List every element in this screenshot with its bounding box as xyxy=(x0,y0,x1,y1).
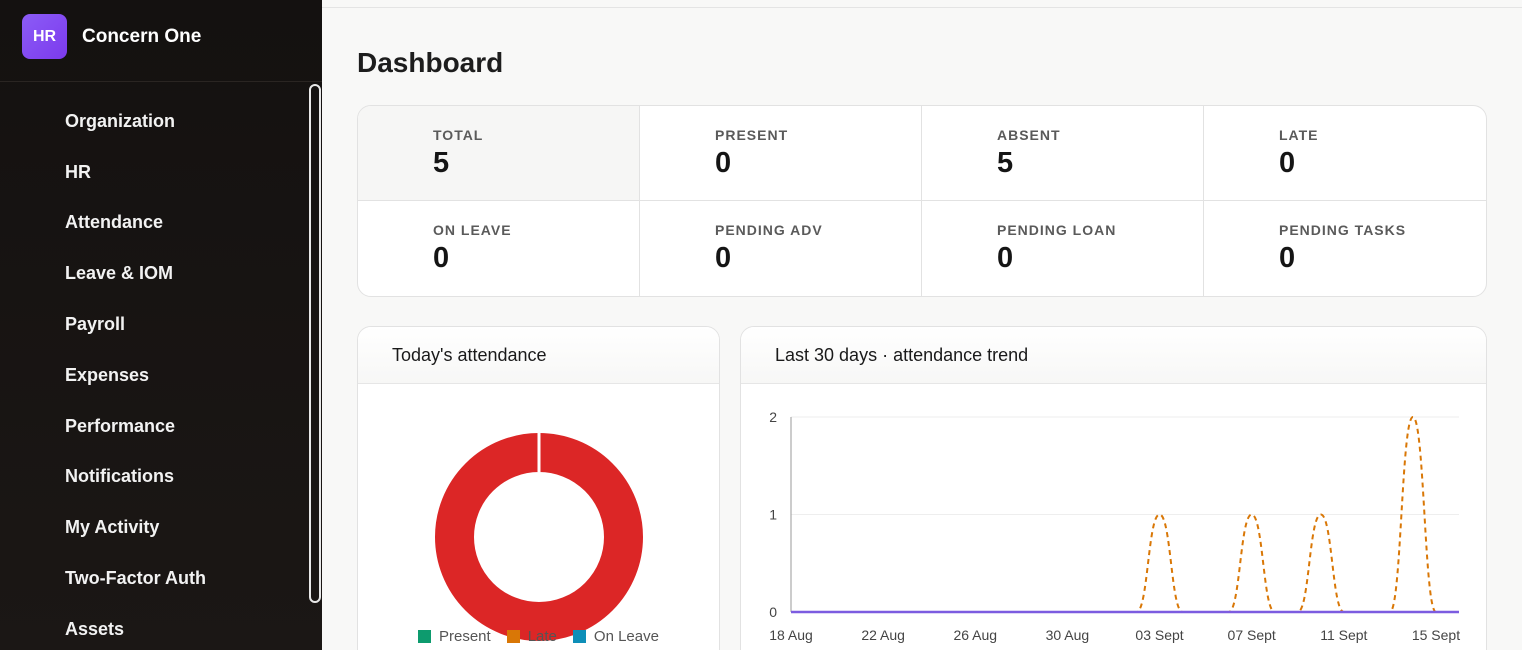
stat-label: TOTAL xyxy=(433,127,484,143)
sidebar-item-performance[interactable]: Performance xyxy=(65,415,176,436)
stat-value: 0 xyxy=(997,242,1014,274)
stat-label: PRESENT xyxy=(715,127,789,143)
brand-logo: HR xyxy=(22,14,67,59)
stat-value: 0 xyxy=(1279,147,1296,179)
legend-item-present[interactable]: Present xyxy=(418,628,491,645)
stat-label: PENDING ADV xyxy=(715,222,823,238)
sidebar-item-assets[interactable]: Assets xyxy=(65,618,125,639)
legend-swatch xyxy=(506,630,520,643)
legend-item-late[interactable]: Late xyxy=(506,628,557,645)
x-tick-label: 30 Aug xyxy=(1046,627,1090,643)
brand[interactable]: HR Concern One xyxy=(0,0,322,82)
top-divider xyxy=(322,7,1522,8)
sidebar-item-attendance[interactable]: Attendance xyxy=(65,212,164,233)
x-tick-label: 18 Aug xyxy=(769,627,813,643)
stat-total[interactable]: TOTAL 5 xyxy=(358,106,640,201)
stat-absent[interactable]: ABSENT 5 xyxy=(922,106,1204,201)
y-tick-label: 2 xyxy=(769,409,777,425)
stat-value: 5 xyxy=(997,147,1014,179)
sidebar: HR Concern One Organization HR Attendanc… xyxy=(0,0,322,650)
sidebar-item-payroll[interactable]: Payroll xyxy=(65,314,126,335)
stat-label: ON LEAVE xyxy=(433,222,512,238)
stat-label: PENDING LOAN xyxy=(997,222,1117,238)
legend-swatch xyxy=(418,630,431,643)
stat-on-leave[interactable]: ON LEAVE 0 xyxy=(358,201,640,296)
stat-late[interactable]: LATE 0 xyxy=(1204,106,1486,201)
stat-value: 5 xyxy=(433,147,450,179)
attendance-trend-chart: 0 1 2 18 Aug 22 Aug 26 Aug 30 Aug 03 Sept 07 Sep… xyxy=(769,409,1460,643)
stat-label: ABSENT xyxy=(997,127,1061,143)
legend-item-on-leave[interactable]: On Leave xyxy=(572,628,659,645)
stat-label: LATE xyxy=(1279,127,1319,143)
page-title: Dashboard xyxy=(357,47,504,78)
card-title: Today's attendance xyxy=(358,327,719,384)
x-tick-label: 07 Sept xyxy=(1228,627,1276,643)
todays-attendance-card: Today's attendance Present Late On Leave xyxy=(357,326,720,650)
legend-label: Present xyxy=(439,628,491,645)
stat-value: 0 xyxy=(715,147,732,179)
brand-name: Concern One xyxy=(82,25,202,47)
legend-label: On Leave xyxy=(593,628,659,645)
sidebar-item-two-factor-auth[interactable]: Two-Factor Auth xyxy=(65,568,206,589)
sidebar-item-my-activity[interactable]: My Activity xyxy=(65,517,160,538)
y-tick-label: 0 xyxy=(769,604,777,620)
sidebar-item-leave-iom[interactable]: Leave & IOM xyxy=(65,263,174,284)
stat-value: 0 xyxy=(715,242,732,274)
donut-legend: Present Late On Leave xyxy=(418,628,659,645)
x-tick-label: 26 Aug xyxy=(953,627,997,643)
stat-value: 0 xyxy=(433,242,450,274)
stat-pending-adv[interactable]: PENDING ADV 0 xyxy=(640,201,922,296)
stat-present[interactable]: PRESENT 0 xyxy=(640,106,922,201)
sidebar-item-organization[interactable]: Organization xyxy=(65,110,176,131)
stat-label: PENDING TASKS xyxy=(1279,222,1407,238)
legend-swatch xyxy=(572,630,586,643)
stat-value: 0 xyxy=(1279,242,1296,274)
card-title: Last 30 days · attendance trend xyxy=(741,327,1486,384)
sidebar-nav: Organization HR Attendance Leave & IOM P… xyxy=(0,82,322,650)
sidebar-item-expenses[interactable]: Expenses xyxy=(65,364,150,385)
x-tick-label: 15 Sept xyxy=(1412,627,1460,643)
stat-pending-loan[interactable]: PENDING LOAN 0 xyxy=(922,201,1204,296)
y-tick-label: 1 xyxy=(769,507,777,523)
attendance-trend-card: Last 30 days · attendance trend 0 1 2 18 Au… xyxy=(740,326,1487,650)
series-line xyxy=(790,415,1459,613)
x-tick-label: 22 Aug xyxy=(861,627,905,643)
sidebar-item-hr[interactable]: HR xyxy=(65,161,91,182)
donut-slice[interactable] xyxy=(435,433,643,641)
x-tick-label: 11 Sept xyxy=(1320,627,1367,643)
attendance-donut-chart xyxy=(435,433,643,641)
legend-label: Late xyxy=(527,628,557,645)
sidebar-item-notifications[interactable]: Notifications xyxy=(65,466,175,487)
stats-grid: TOTAL 5 PRESENT 0 ABSENT 5 LATE 0 ON LEA… xyxy=(357,105,1487,297)
stat-pending-tasks[interactable]: PENDING TASKS 0 xyxy=(1204,201,1486,296)
sidebar-scrollbar[interactable] xyxy=(309,84,321,603)
x-tick-label: 03 Sept xyxy=(1135,627,1183,643)
